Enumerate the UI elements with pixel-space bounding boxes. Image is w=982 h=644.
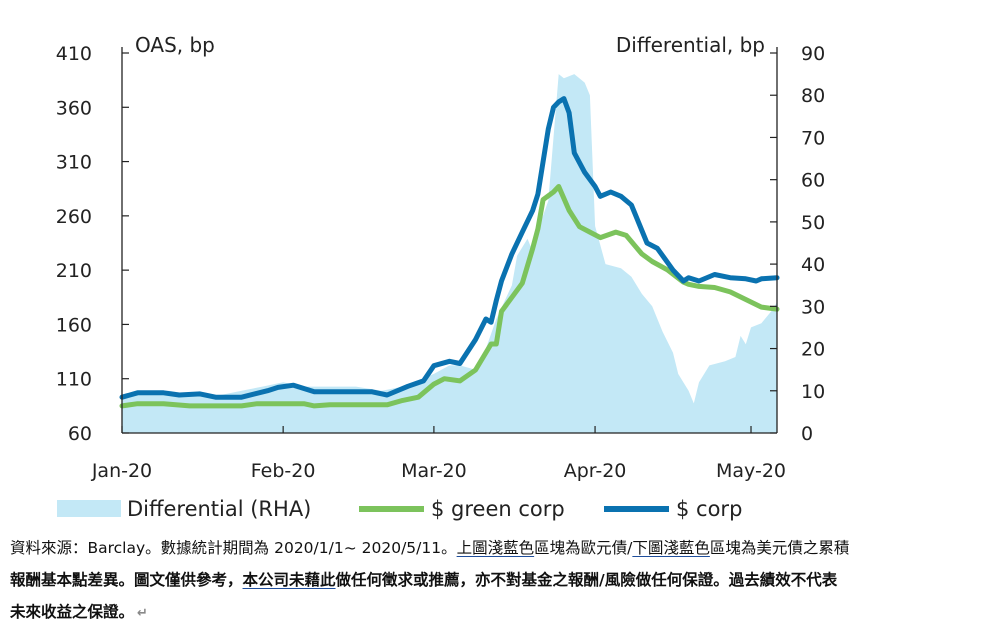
- right-tick-label: 70: [801, 127, 825, 149]
- left-tick-label: 160: [56, 314, 92, 336]
- left-axis-label: OAS, bp: [135, 33, 215, 57]
- right-tick-label: 90: [801, 43, 825, 65]
- right-tick-label: 0: [801, 423, 813, 445]
- differential-area-layer: [122, 74, 777, 433]
- caption-line-1: 資料來源：Barclay。數據統計期間為 2020/1/1~ 2020/5/11…: [10, 532, 975, 564]
- left-tick-label: 310: [56, 152, 92, 174]
- legend-label-differential: Differential (RHA): [127, 497, 311, 521]
- x-tick-label: Apr-20: [564, 460, 627, 482]
- left-tick-label: 210: [56, 260, 92, 282]
- x-tick-label: May-20: [716, 460, 786, 482]
- left-tick-label: 260: [56, 206, 92, 228]
- left-tick-label: 110: [56, 369, 92, 391]
- caption-source: 資料來源：Barclay。數據統計期間為 2020/1/1~ 2020/5/11…: [10, 539, 457, 557]
- right-tick-label: 60: [801, 170, 825, 192]
- left-tick-label: 410: [56, 43, 92, 65]
- x-tick-label: Mar-20: [401, 460, 467, 482]
- caption-underline-2: 下圖淺藍色: [632, 539, 710, 557]
- right-tick-label: 50: [801, 212, 825, 234]
- legend-label-corp: $ corp: [676, 497, 742, 521]
- caption-text-2c: 做任何徵求或推薦，亦不對基金之報酬/風險做任何保證。過去績效不代表: [335, 571, 838, 589]
- axes-layer: 60 110 160 210 260 310 360 410 0 10 20 30 40 50 60 70 80…: [56, 43, 825, 482]
- right-tick-label: 20: [801, 339, 825, 361]
- caption: 資料來源：Barclay。數據統計期間為 2020/1/1~ 2020/5/11…: [10, 532, 975, 630]
- legend-label-green-corp: $ green corp: [431, 497, 565, 521]
- right-tick-label: 80: [801, 85, 825, 107]
- series-line-corp: [119, 96, 780, 400]
- x-tick-label: Jan-20: [91, 460, 152, 482]
- series-line-green-corp: [119, 184, 780, 409]
- caption-text-2a: 報酬基本點差異。: [10, 571, 135, 589]
- caption-text-2b: 圖文僅供參考，: [134, 571, 243, 589]
- left-tick-label: 60: [68, 423, 92, 445]
- right-tick-label: 10: [801, 381, 825, 403]
- series-area-differential: [122, 74, 777, 433]
- left-tick-label: 360: [56, 97, 92, 119]
- right-tick-label: 30: [801, 296, 825, 318]
- caption-text-3a: 未來收益之保證。: [10, 603, 135, 621]
- line-layer: [119, 96, 780, 409]
- legend-swatch-differential: [57, 500, 121, 517]
- caption-underline-1: 上圖淺藍色: [456, 539, 535, 557]
- right-axis-label: Differential, bp: [616, 33, 765, 57]
- caption-line-2: 報酬基本點差異。圖文僅供參考，本公司未藉此做任何徵求或推薦，亦不對基金之報酬/風…: [10, 564, 975, 596]
- legend: Differential (RHA) $ green corp $ corp: [57, 497, 742, 521]
- caption-text-1b: 區塊為歐元債/: [534, 539, 633, 557]
- oas-chart: 60 110 160 210 260 310 360 410 0 10 20 30 40 50 60 70 80…: [56, 33, 825, 521]
- caption-underline-3: 本公司未藉此: [242, 571, 336, 589]
- caption-line-3: 未來收益之保證。 ↵: [10, 596, 975, 630]
- right-tick-label: 40: [801, 254, 825, 276]
- x-tick-label: Feb-20: [251, 460, 316, 482]
- caption-text-1c: 區塊為美元債之累積: [709, 539, 850, 557]
- return-mark-icon: ↵: [137, 606, 148, 621]
